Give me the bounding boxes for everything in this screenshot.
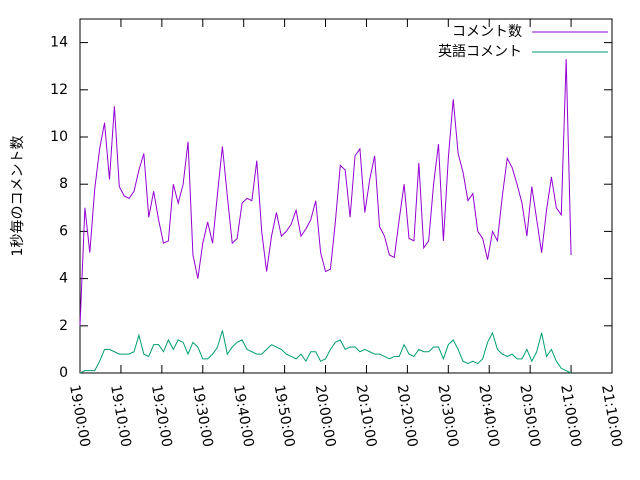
x-tick-label: 19:10:00 [107, 384, 134, 449]
y-axis-label: 1秒毎のコメント数 [10, 136, 26, 257]
y-tick-label: 10 [50, 129, 68, 145]
legend-label: コメント数 [452, 24, 522, 40]
y-tick-label: 4 [59, 271, 68, 287]
x-tick-label: 19:40:00 [230, 384, 257, 449]
y-tick-label: 0 [59, 365, 68, 381]
x-tick-label: 20:40:00 [475, 384, 502, 449]
series-line [79, 330, 572, 374]
x-tick-label: 19:20:00 [148, 384, 175, 449]
legend-label: 英語コメント [438, 43, 522, 60]
x-tick-label: 19:00:00 [66, 384, 93, 449]
x-tick-label: 21:00:00 [557, 384, 584, 449]
series-line [79, 59, 572, 326]
x-tick-label: 20:00:00 [312, 384, 339, 449]
plot-border [79, 18, 613, 374]
x-tick-label: 19:30:00 [189, 384, 216, 449]
y-tick-label: 12 [50, 82, 68, 98]
y-tick-label: 2 [59, 318, 68, 334]
x-tick-label: 20:20:00 [394, 384, 421, 449]
x-tick-label: 20:50:00 [516, 384, 543, 449]
x-tick-label: 21:10:00 [598, 384, 625, 449]
x-tick-label: 19:50:00 [271, 384, 298, 449]
y-tick-label: 8 [59, 176, 68, 192]
y-tick-label: 14 [50, 35, 68, 51]
y-tick-label: 6 [59, 223, 68, 239]
x-tick-label: 20:10:00 [353, 384, 380, 449]
x-tick-label: 20:30:00 [434, 384, 461, 449]
